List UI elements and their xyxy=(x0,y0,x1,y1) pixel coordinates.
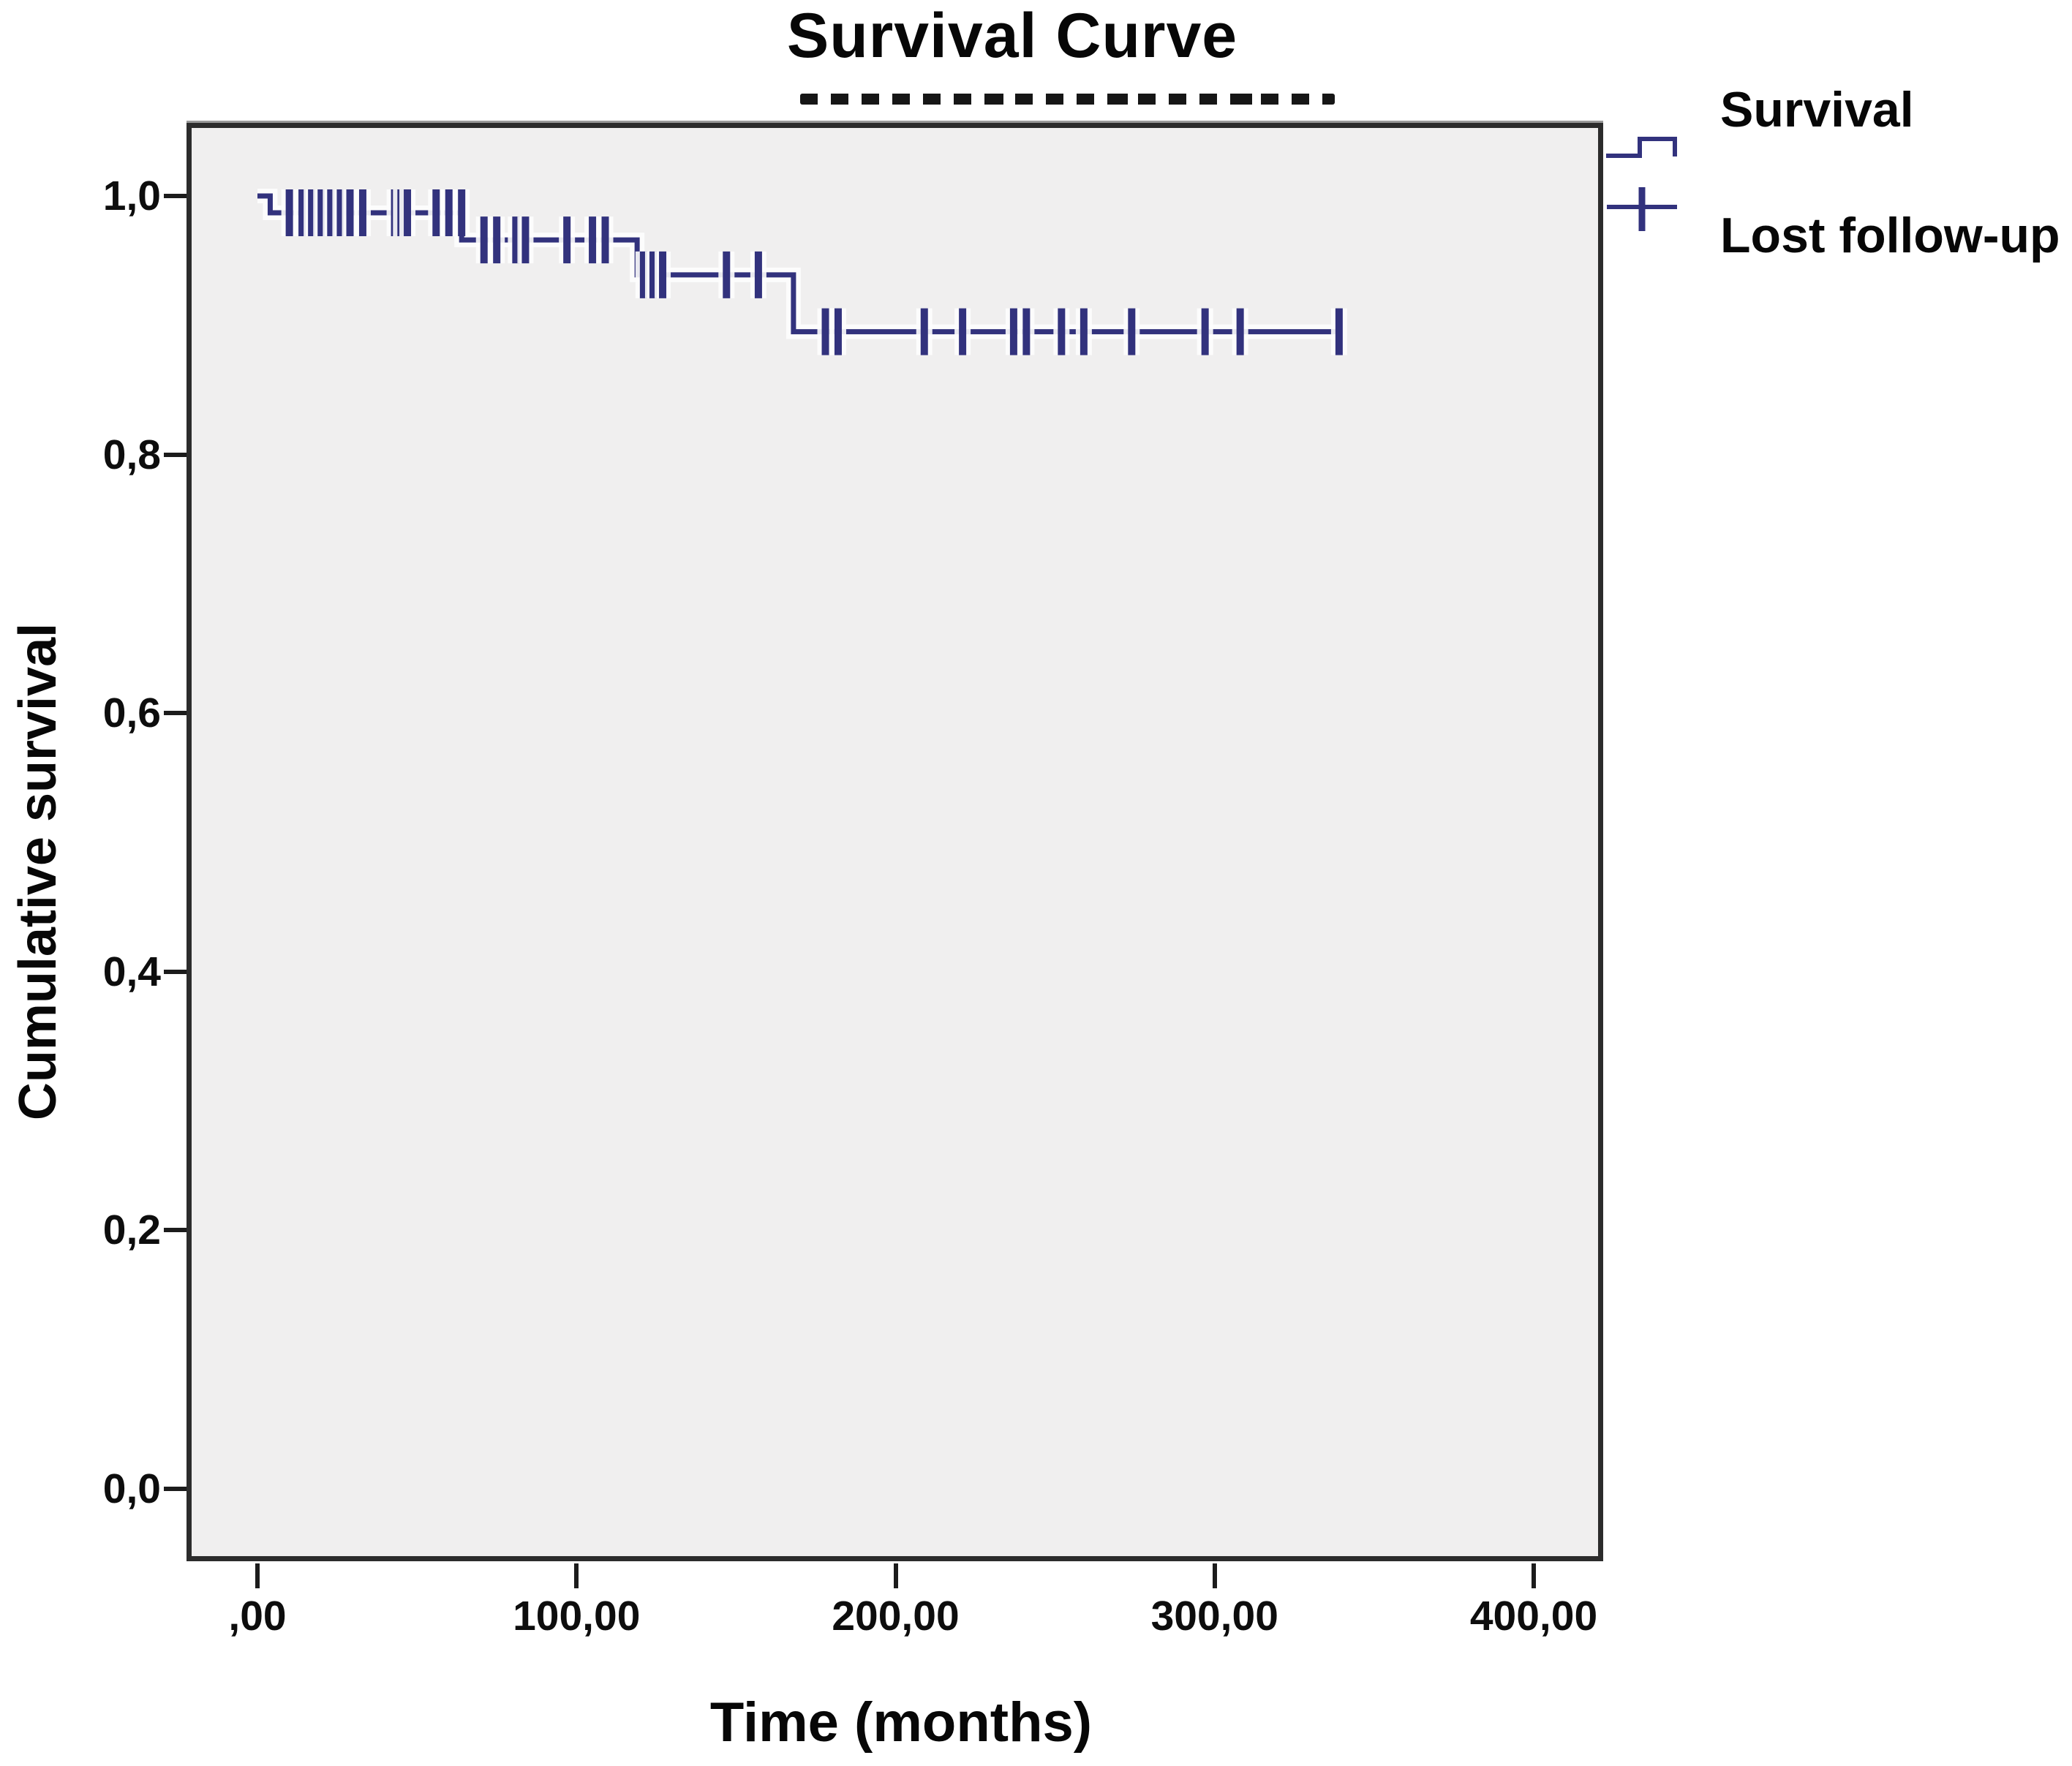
y-tick-mark xyxy=(164,452,187,457)
y-tick-mark xyxy=(164,1228,187,1233)
chart-title: Survival Curve xyxy=(786,1,1238,71)
x-tick-label: 400,00 xyxy=(1469,1593,1598,1639)
survival-step-curve xyxy=(257,189,1343,339)
y-tick-label: 0,6 xyxy=(102,690,161,737)
y-tick-label: 0,8 xyxy=(102,431,161,478)
plot-area xyxy=(187,123,1603,1561)
redacted-subtitle-fragments xyxy=(800,94,1335,105)
y-tick-label: 0,0 xyxy=(102,1465,161,1512)
y-tick-mark xyxy=(164,194,187,198)
step-line-icon xyxy=(1606,137,1677,158)
legend-label-survival: Survival xyxy=(1720,82,1914,137)
plus-censor-icon xyxy=(1607,187,1677,231)
x-tick-label: 100,00 xyxy=(513,1593,641,1639)
y-tick-mark xyxy=(164,969,187,974)
x-tick-label: ,00 xyxy=(228,1593,287,1639)
y-tick-label: 0,2 xyxy=(102,1207,161,1254)
x-tick-label: 200,00 xyxy=(832,1593,960,1639)
legend-label-lost-follow-up: Lost follow-up xyxy=(1720,208,2060,263)
y-tick-label: 0,4 xyxy=(102,948,161,995)
x-tick-mark xyxy=(893,1563,898,1588)
legend-symbols xyxy=(1606,137,1677,231)
y-tick-mark xyxy=(164,711,187,716)
y-axis-title: Cumulative survival xyxy=(9,622,67,1121)
y-tick-label: 1,0 xyxy=(102,173,161,219)
x-tick-mark xyxy=(1532,1563,1536,1588)
x-tick-mark xyxy=(574,1563,579,1588)
redacted-subtitle xyxy=(800,94,1335,105)
x-tick-label: 300,00 xyxy=(1150,1593,1278,1639)
x-tick-mark xyxy=(255,1563,260,1588)
censor-marks xyxy=(281,189,1347,355)
x-tick-mark xyxy=(1212,1563,1217,1588)
x-axis-title: Time (months) xyxy=(709,1691,1093,1754)
y-tick-mark xyxy=(164,1487,187,1491)
